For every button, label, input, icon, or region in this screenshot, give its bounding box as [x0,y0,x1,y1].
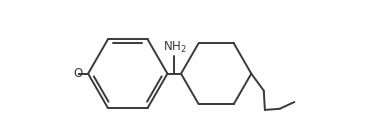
Text: O: O [74,67,83,80]
Text: NH$_2$: NH$_2$ [163,40,187,55]
